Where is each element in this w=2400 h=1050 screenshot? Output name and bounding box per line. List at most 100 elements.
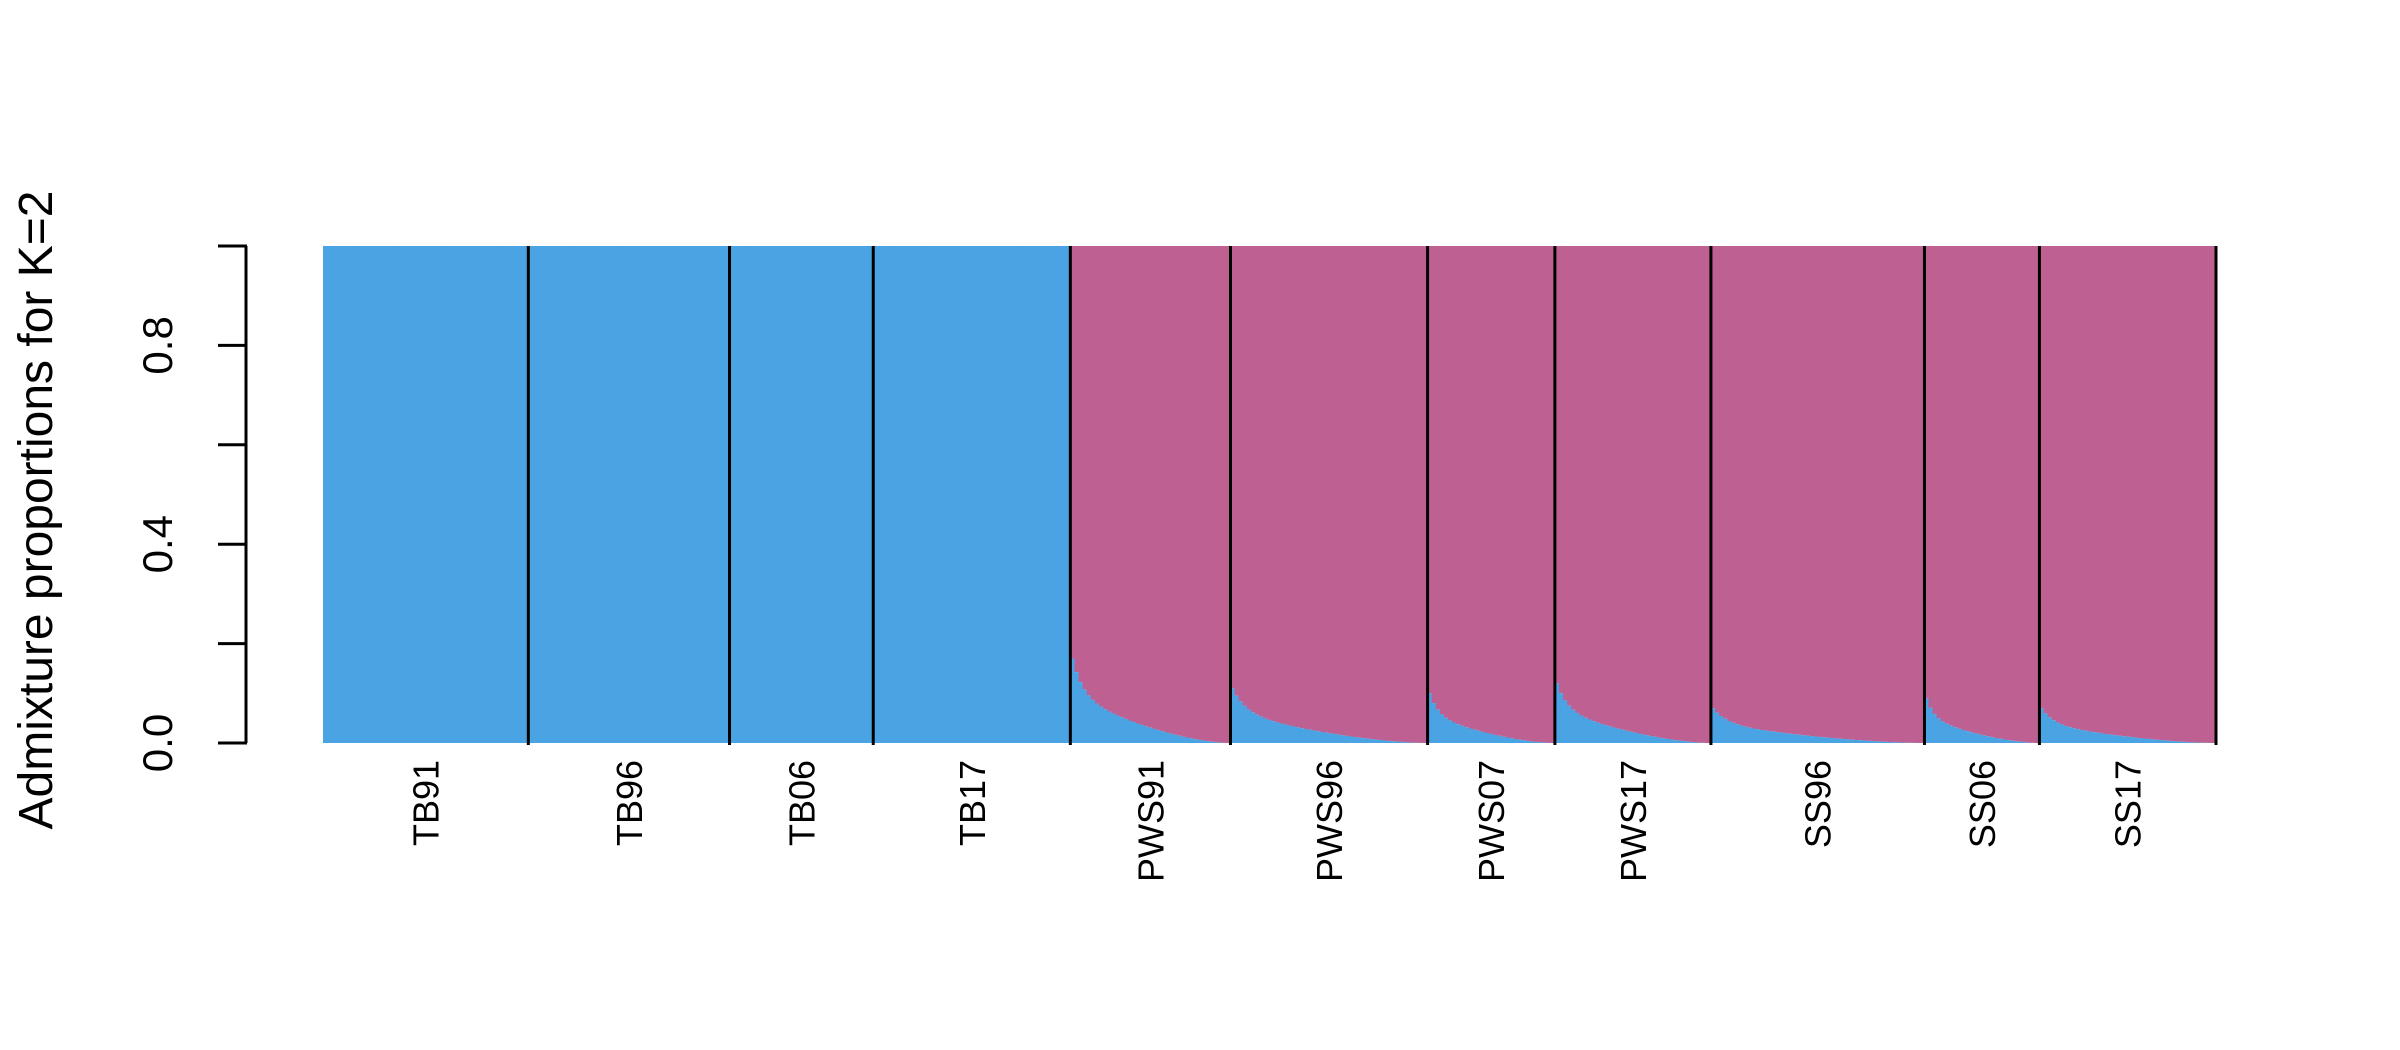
bar-segment-cluster1 [819, 246, 825, 743]
bar-segment-cluster2 [1251, 246, 1256, 713]
bar-segment-cluster1 [1123, 718, 1129, 743]
bar-segment-cluster1 [323, 246, 328, 743]
bar-segment-cluster2 [1793, 246, 1798, 735]
bar-segment-cluster1 [585, 246, 591, 743]
bar-segment-cluster1 [2018, 741, 2024, 743]
bar-segment-cluster1 [889, 246, 895, 743]
bar-segment-cluster1 [1275, 722, 1281, 743]
bar-segment-cluster2 [1595, 246, 1601, 723]
bar-segment-cluster2 [2080, 246, 2086, 731]
bar-segment-cluster2 [1341, 246, 1347, 736]
bar-segment-cluster2 [1739, 246, 1745, 726]
bar-segment-cluster1 [2072, 728, 2077, 743]
bar-segment-cluster1 [1004, 246, 1010, 743]
bar-segment-cluster2 [2072, 246, 2077, 729]
bar-segment-cluster1 [2092, 732, 2098, 743]
bar-segment-cluster2 [1501, 246, 1507, 737]
bar-segment-cluster1 [1973, 733, 1979, 743]
bar-segment-cluster2 [1554, 246, 1560, 684]
bar-segment-cluster1 [1201, 740, 1207, 743]
bar-segment-cluster1 [1579, 715, 1585, 743]
bar-segment-cluster1 [1070, 658, 1076, 743]
bar-segment-cluster1 [1571, 709, 1577, 743]
bar-segment-cluster2 [1830, 246, 1835, 739]
bar-segment-cluster1 [388, 246, 394, 743]
bar-segment-cluster1 [470, 246, 476, 743]
bar-segment-cluster1 [860, 246, 866, 743]
bar-segment-cluster1 [1957, 728, 1963, 743]
bar-segment-cluster1 [2150, 739, 2156, 743]
bar-segment-cluster1 [663, 246, 669, 743]
bar-segment-cluster2 [1682, 246, 1687, 742]
population-label: TB96 [609, 760, 650, 846]
bar-segment-cluster1 [1324, 732, 1330, 743]
bar-segment-cluster1 [1049, 246, 1055, 743]
bar-segment-cluster1 [1041, 246, 1047, 743]
bar-segment-cluster1 [1879, 741, 1884, 743]
bar-segment-cluster2 [2023, 246, 2028, 743]
bar-segment-cluster1 [655, 246, 661, 743]
bar-segment-cluster2 [1398, 246, 1404, 742]
bar-segment-cluster1 [355, 246, 361, 743]
bar-segment-cluster2 [1924, 246, 1930, 699]
bar-segment-cluster2 [1702, 246, 1708, 743]
bar-segment-cluster1 [688, 246, 694, 743]
bar-segment-cluster1 [1431, 703, 1437, 743]
bar-segment-cluster2 [1513, 246, 1519, 740]
bar-segment-cluster2 [1472, 246, 1478, 730]
bar-segment-cluster1 [1690, 742, 1696, 743]
y-tick-label: 0.0 [134, 714, 181, 772]
bar-segment-cluster1 [1731, 722, 1737, 743]
bar-segment-cluster2 [1809, 246, 1815, 737]
bar-segment-cluster2 [1329, 246, 1334, 734]
bar-segment-cluster2 [1977, 246, 1983, 735]
bar-segment-cluster2 [2195, 246, 2201, 743]
bar-segment-cluster1 [1136, 723, 1141, 743]
bar-segment-cluster1 [651, 246, 657, 743]
bar-segment-cluster1 [561, 246, 566, 743]
bar-segment-cluster1 [1214, 742, 1219, 743]
bar-segment-cluster1 [433, 246, 439, 743]
bar-segment-cluster2 [1928, 246, 1934, 708]
bar-segment-cluster2 [1103, 246, 1108, 710]
bar-segment-cluster2 [1743, 246, 1749, 727]
bar-segment-cluster2 [1300, 246, 1306, 729]
bar-segment-cluster1 [1267, 719, 1273, 743]
bar-segment-cluster1 [364, 246, 369, 743]
bar-segment-cluster1 [1234, 695, 1240, 743]
bar-segment-cluster1 [1374, 739, 1379, 743]
bar-segment-cluster1 [1341, 735, 1347, 743]
bar-segment-cluster1 [1427, 693, 1433, 743]
y-tick-label: 0.4 [134, 515, 181, 573]
bar-segment-cluster1 [1164, 732, 1170, 743]
bar-segment-cluster1 [1513, 739, 1519, 743]
bar-segment-cluster1 [1858, 740, 1864, 743]
bar-segment-cluster2 [1485, 246, 1490, 733]
bar-segment-cluster1 [594, 246, 599, 743]
bar-segment-cluster2 [2051, 246, 2057, 721]
bar-segment-cluster1 [1316, 731, 1322, 743]
bar-segment-cluster1 [2129, 737, 2135, 743]
bar-segment-cluster1 [602, 246, 607, 743]
bar-segment-cluster1 [823, 246, 829, 743]
bar-segment-cluster1 [2125, 736, 2131, 743]
bar-segment-cluster1 [1793, 734, 1798, 743]
bar-segment-cluster1 [828, 246, 833, 743]
bar-segment-cluster2 [1214, 246, 1219, 743]
bar-segment-cluster1 [926, 246, 932, 743]
bar-segment-cluster1 [339, 246, 345, 743]
bar-segment-cluster1 [1969, 732, 1975, 743]
bar-segment-cluster1 [684, 246, 690, 743]
bar-segment-cluster2 [1719, 246, 1724, 717]
bar-segment-cluster2 [1608, 246, 1613, 727]
bar-segment-cluster2 [2158, 246, 2164, 741]
bar-segment-cluster1 [635, 246, 640, 743]
bar-segment-cluster1 [713, 246, 718, 743]
bar-segment-cluster1 [1686, 741, 1691, 743]
bar-segment-cluster2 [2002, 246, 2008, 740]
bar-segment-cluster1 [1472, 729, 1478, 743]
bar-segment-cluster2 [1164, 246, 1170, 733]
bar-segment-cluster1 [659, 246, 665, 743]
bar-segment-cluster1 [1657, 737, 1663, 743]
bar-segment-cluster1 [1871, 741, 1876, 743]
